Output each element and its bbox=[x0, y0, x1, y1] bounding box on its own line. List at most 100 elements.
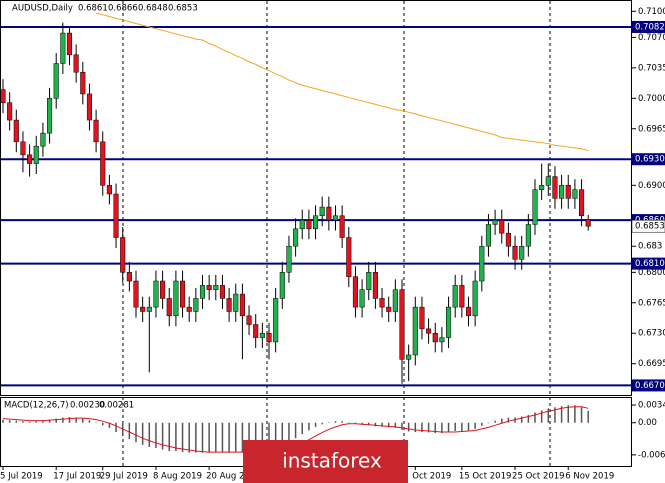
candle-body bbox=[40, 132, 46, 147]
candle-body bbox=[306, 219, 312, 230]
y-tick-label: 0.6800 bbox=[638, 268, 665, 278]
y-tick-label: 0.683 bbox=[638, 242, 662, 252]
candle-body bbox=[432, 332, 438, 343]
macd-title: MACD(12,26,7) bbox=[4, 401, 69, 411]
candle-body bbox=[406, 354, 412, 360]
candle-body bbox=[213, 285, 219, 290]
candle-body bbox=[552, 176, 558, 199]
candle-body bbox=[13, 119, 19, 143]
y-tick-label: 0.7000 bbox=[638, 94, 665, 104]
candle-body bbox=[100, 141, 106, 186]
candle-body bbox=[233, 293, 239, 312]
candle-body bbox=[346, 237, 352, 277]
level-tag bbox=[632, 20, 665, 33]
candle-body bbox=[419, 306, 425, 330]
candle-body bbox=[485, 224, 491, 247]
candle-body bbox=[332, 215, 339, 221]
candle-body bbox=[27, 154, 33, 164]
candle-body bbox=[352, 276, 358, 308]
y-tick-label: 0.6695 bbox=[638, 359, 665, 369]
y-tick-label: 0.00 bbox=[638, 418, 657, 428]
x-tick-label: 15 Oct 2019 bbox=[459, 472, 512, 482]
candle-body bbox=[133, 280, 139, 308]
candle-body bbox=[386, 306, 392, 312]
candle-body bbox=[372, 272, 378, 299]
candle-body bbox=[539, 185, 545, 190]
open-readout: 0.6861 bbox=[78, 4, 108, 14]
candle-body bbox=[7, 102, 13, 121]
candle-body bbox=[86, 93, 93, 121]
candle-body bbox=[359, 289, 365, 308]
macd-readout: 0.00230 bbox=[70, 401, 105, 411]
candle-body bbox=[499, 219, 505, 234]
candle-body bbox=[266, 332, 272, 343]
candle-body bbox=[253, 324, 259, 338]
low-readout: 0.6848 bbox=[138, 4, 168, 14]
y-tick-label: 0.7035 bbox=[638, 63, 665, 73]
candle-body bbox=[246, 315, 252, 325]
candle-body bbox=[426, 328, 432, 334]
candle-body bbox=[366, 272, 372, 290]
candle-body bbox=[120, 237, 126, 273]
y-tick-label: -0.00624 bbox=[638, 450, 665, 460]
price-panel bbox=[0, 0, 632, 396]
symbol: AUDUSD,Daily bbox=[12, 4, 73, 14]
y-tick-label: 0.00343 bbox=[638, 401, 665, 411]
y-tick-label: 0.6900 bbox=[638, 181, 665, 191]
y-tick-label: 0.6765 bbox=[638, 298, 665, 308]
candle-body bbox=[166, 298, 172, 317]
candle-body bbox=[73, 54, 79, 73]
candle-body bbox=[206, 285, 212, 290]
candle-body bbox=[286, 245, 292, 273]
candle-body bbox=[140, 306, 146, 312]
candle-body bbox=[66, 32, 73, 56]
level-tag bbox=[632, 257, 665, 270]
y-tick-label: 0.6730 bbox=[638, 329, 665, 339]
candle-body bbox=[579, 189, 585, 217]
candle-body bbox=[33, 145, 39, 164]
moving-average bbox=[95, 12, 589, 152]
candle-body bbox=[559, 185, 565, 199]
candle-body bbox=[545, 176, 551, 186]
level-tag bbox=[632, 379, 665, 392]
candle-body bbox=[472, 280, 478, 317]
candle-body bbox=[53, 63, 59, 99]
candle-body bbox=[326, 206, 332, 221]
price-tag bbox=[631, 219, 665, 233]
watermark-box bbox=[243, 440, 408, 483]
level-tag bbox=[632, 153, 665, 166]
x-tick-label: 8 Aug 2019 bbox=[153, 472, 202, 482]
x-tick-label: 17 Jul 2019 bbox=[53, 472, 101, 482]
x-tick-label: 20 Aug 2019 bbox=[206, 472, 260, 482]
candle-body bbox=[106, 185, 112, 195]
candle-body bbox=[20, 141, 26, 156]
candle-body bbox=[293, 228, 299, 247]
candle-body bbox=[47, 98, 53, 134]
high-readout: 0.6866 bbox=[108, 4, 138, 14]
candle-body bbox=[259, 332, 265, 338]
candle-body bbox=[459, 285, 465, 308]
candle-body bbox=[226, 298, 232, 312]
candle-body bbox=[219, 285, 225, 299]
candle-body bbox=[572, 189, 578, 199]
candle-body bbox=[126, 272, 132, 282]
candle-body bbox=[153, 280, 159, 308]
level-label: 0.6930 bbox=[635, 155, 665, 165]
candle-body bbox=[492, 219, 498, 225]
candle-body bbox=[439, 337, 445, 343]
level-label: 0.6810 bbox=[635, 259, 665, 269]
candle-body bbox=[585, 219, 591, 227]
candle-body bbox=[160, 280, 166, 299]
y-tick-label: 0.7070 bbox=[638, 33, 665, 43]
candle-body bbox=[93, 119, 99, 143]
level-label: 0.7082 bbox=[635, 22, 665, 32]
level-label: 0.6670 bbox=[635, 381, 665, 391]
candle-body bbox=[319, 206, 325, 217]
x-tick-label: 25 Oct 2019 bbox=[512, 472, 565, 482]
x-tick-label: 5 Jul 2019 bbox=[0, 472, 43, 482]
candle-body bbox=[512, 245, 518, 260]
candle-body bbox=[519, 245, 525, 260]
candle-body bbox=[193, 298, 199, 312]
candle-body bbox=[60, 32, 66, 64]
